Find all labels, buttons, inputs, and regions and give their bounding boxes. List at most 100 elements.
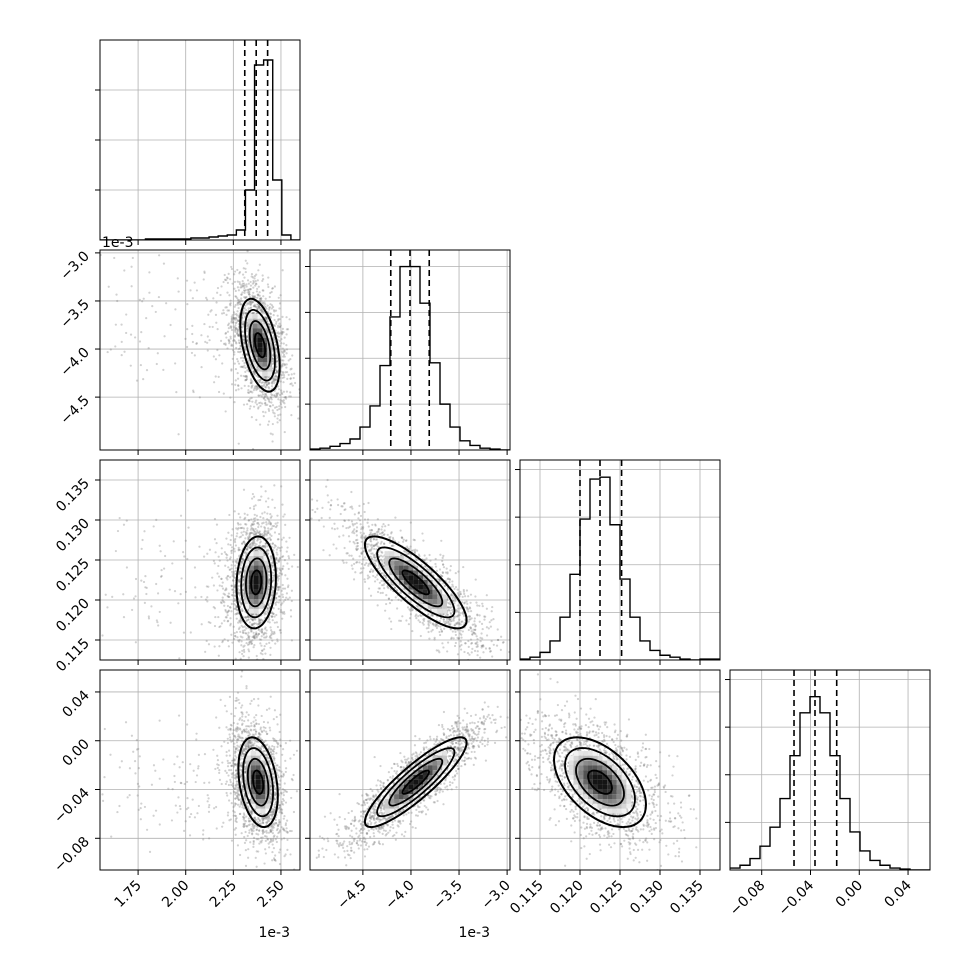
scatter-point: [236, 319, 240, 323]
scatter-point: [255, 654, 258, 658]
scatter-point: [282, 390, 285, 393]
scatter-point: [263, 311, 266, 315]
scatter-point: [236, 332, 239, 335]
scatter-point: [239, 300, 242, 303]
scatter-point: [289, 358, 292, 361]
scatter-point: [247, 618, 250, 621]
scatter-point: [271, 542, 274, 545]
scatter-point: [243, 375, 247, 378]
scatter-point: [243, 286, 246, 289]
scatter-point: [381, 525, 384, 528]
scatter-point: [257, 499, 260, 502]
density-cell: [258, 604, 264, 609]
scatter-point: [273, 412, 276, 415]
scatter-point-tail: [229, 337, 232, 340]
scatter-point: [283, 559, 286, 562]
scatter-point: [244, 516, 247, 520]
scatter-point: [265, 549, 269, 552]
scatter-point: [283, 587, 287, 590]
scatter-point: [281, 612, 284, 615]
scatter-point: [203, 271, 206, 274]
scatter-point: [259, 642, 262, 645]
scatter-point-tail: [238, 626, 241, 629]
scatter-point: [259, 308, 262, 311]
scatter-point: [237, 591, 240, 594]
scatter-point: [253, 274, 256, 278]
scatter-point-tail: [203, 322, 206, 326]
scatter-point: [447, 608, 450, 612]
scatter-point: [238, 272, 241, 275]
scatter-point: [268, 583, 271, 586]
scatter-point: [285, 540, 288, 543]
scatter-point-tail: [179, 514, 183, 517]
scatter-point: [261, 311, 264, 314]
scatter-point: [277, 601, 280, 604]
scatter-point: [276, 638, 279, 641]
scatter-point: [253, 303, 256, 306]
scatter-point-tail: [184, 337, 187, 340]
scatter-point-tail: [224, 410, 227, 413]
scatter-point: [249, 405, 252, 408]
scatter-point: [256, 548, 259, 551]
scatter-point: [250, 524, 253, 528]
scatter-point-tail: [168, 588, 171, 591]
scatter-point: [276, 553, 279, 556]
scatter-point: [286, 585, 290, 589]
scatter-point: [264, 385, 267, 389]
panel-frame: [309, 249, 511, 451]
scatter-point: [455, 608, 458, 612]
scatter-point: [224, 332, 227, 335]
scatter-point: [422, 618, 425, 621]
scatter-point: [230, 584, 233, 587]
scatter-point: [254, 548, 258, 551]
scatter-point: [263, 395, 266, 398]
scatter-point: [267, 603, 270, 607]
scatter-point: [278, 547, 281, 550]
scatter-point: [258, 291, 261, 294]
scatter-point: [224, 564, 227, 567]
scatter-point: [272, 632, 275, 635]
scatter-point-tail: [231, 572, 234, 576]
scatter-point: [267, 585, 270, 588]
scatter-point: [242, 366, 245, 369]
scatter-point: [257, 269, 260, 272]
scatter-point: [235, 617, 238, 620]
scatter-point: [475, 601, 478, 604]
scatter-point: [258, 306, 261, 309]
density-cell: [248, 565, 254, 571]
scatter-point: [469, 610, 473, 613]
scatter-point: [410, 607, 413, 610]
scatter-point: [214, 358, 218, 361]
scatter-point: [283, 376, 286, 379]
scatter-point: [275, 556, 278, 559]
scatter-point: [463, 592, 466, 596]
scatter-point-tail: [213, 624, 217, 628]
scatter-point: [276, 586, 280, 589]
scatter-point: [239, 516, 242, 519]
scatter-point-tail: [186, 489, 190, 492]
scatter-point: [251, 301, 254, 304]
scatter-point: [260, 395, 264, 398]
scatter-point: [250, 630, 253, 633]
scatter-point: [229, 576, 232, 579]
scatter-point: [272, 411, 275, 414]
scatter-point: [224, 306, 227, 309]
scatter-point: [234, 322, 237, 325]
scatter-point: [238, 601, 241, 604]
scatter-point-tail: [155, 619, 158, 622]
scatter-point: [269, 516, 272, 519]
scatter-point: [279, 628, 282, 632]
scatter-point: [250, 272, 254, 276]
density-cell: [263, 560, 269, 566]
scatter-point: [257, 394, 260, 397]
scatter-point: [418, 555, 421, 558]
scatter-point: [230, 534, 233, 537]
scatter-point: [264, 544, 267, 547]
scatter-point: [239, 350, 243, 353]
scatter-point: [351, 507, 354, 510]
scatter-point: [243, 342, 246, 345]
scatter-point: [287, 359, 290, 362]
scatter-point: [232, 316, 235, 319]
scatter-point: [283, 364, 286, 367]
density-cell: [257, 347, 263, 353]
